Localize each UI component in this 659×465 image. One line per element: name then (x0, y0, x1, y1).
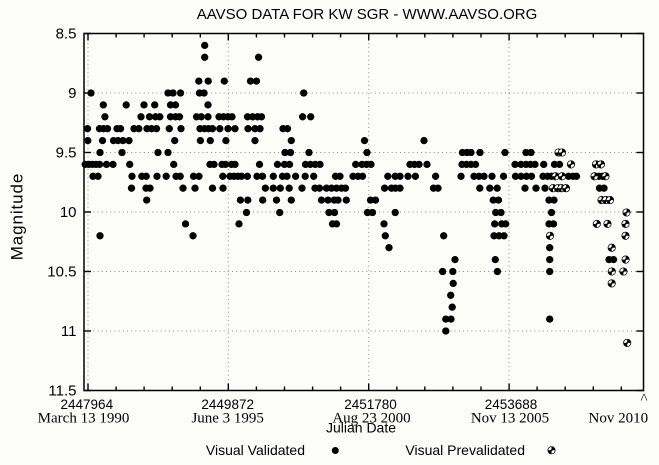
svg-text:Julian Date: Julian Date (326, 420, 396, 436)
svg-text:Visual Prevalidated: Visual Prevalidated (405, 442, 525, 458)
svg-text:10.5: 10.5 (47, 264, 76, 281)
svg-text:9: 9 (68, 85, 76, 102)
svg-text:11.5: 11.5 (48, 383, 76, 400)
svg-text:Visual Validated: Visual Validated (206, 442, 305, 458)
svg-text:March 13 1990: March 13 1990 (38, 411, 130, 427)
svg-text:2453688: 2453688 (485, 397, 538, 412)
svg-text:11: 11 (61, 323, 77, 340)
svg-text:Nov 2010: Nov 2010 (589, 411, 649, 427)
svg-text:2451780: 2451780 (344, 397, 397, 412)
svg-text:June 3 1995: June 3 1995 (191, 411, 264, 427)
svg-text:Nov 13 2005: Nov 13 2005 (471, 411, 549, 427)
svg-text:8.5: 8.5 (56, 26, 77, 43)
svg-text:Aug 23 2000: Aug 23 2000 (332, 411, 410, 427)
svg-text:9.5: 9.5 (56, 145, 77, 162)
svg-text:Magnitude: Magnitude (8, 173, 27, 261)
svg-text:2447964: 2447964 (61, 397, 114, 412)
svg-text:^: ^ (640, 392, 647, 408)
svg-text:AAVSO DATA FOR KW SGR - WWW.AA: AAVSO DATA FOR KW SGR - WWW.AAVSO.ORG (197, 6, 538, 23)
svg-text:2449872: 2449872 (201, 397, 254, 412)
svg-text:10: 10 (60, 204, 77, 221)
